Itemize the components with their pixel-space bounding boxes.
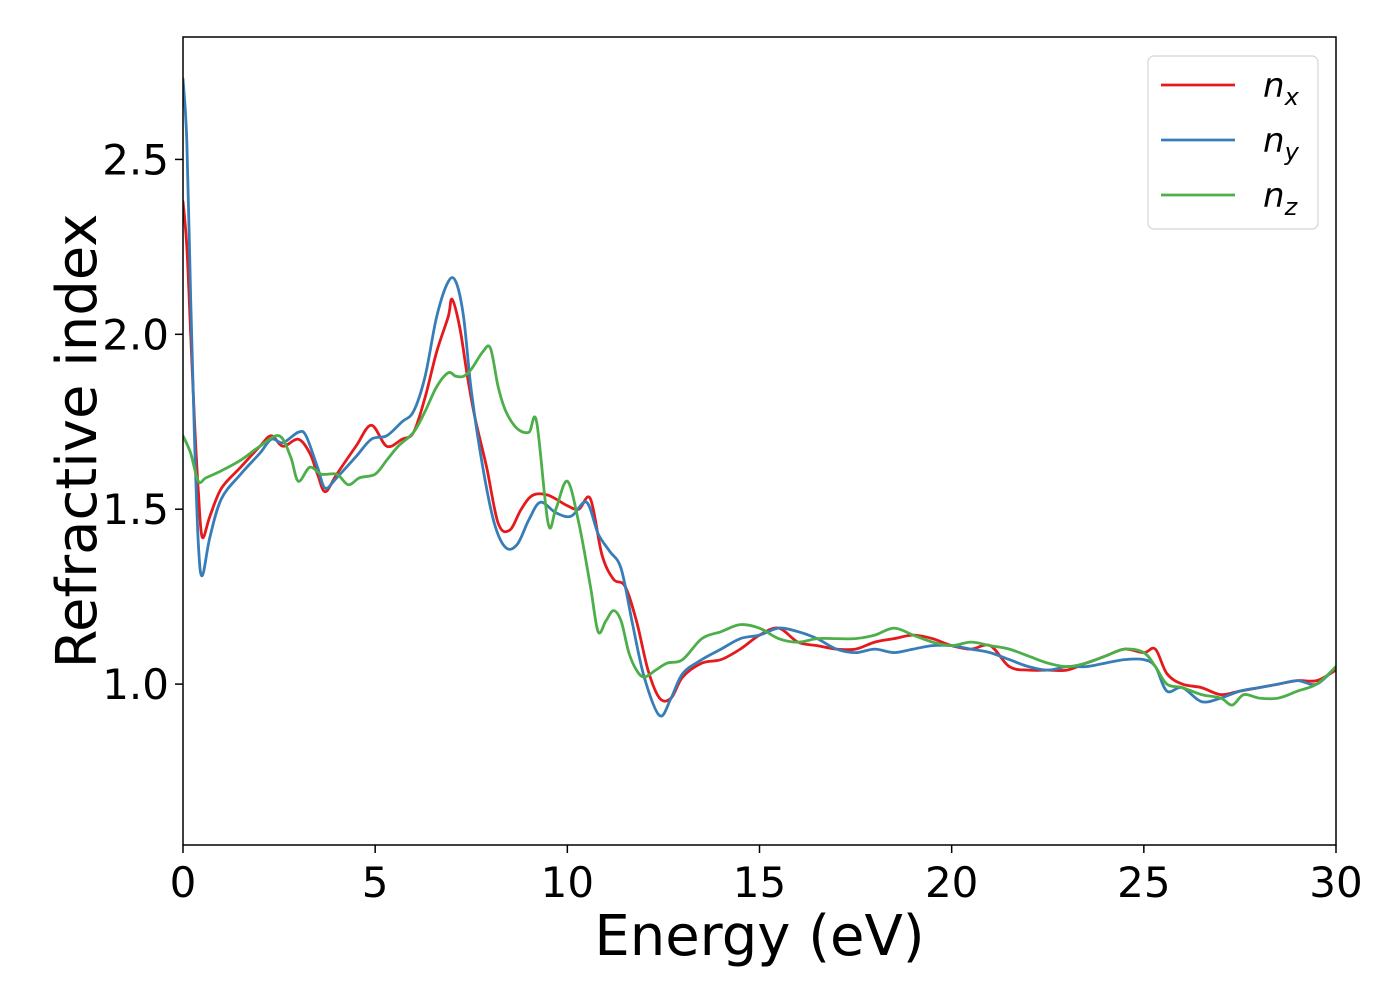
series-line-y (183, 77, 1336, 718)
x-axis-ticks: 0 5 10 15 20 25 30 (170, 845, 1363, 907)
x-tick-label: 10 (541, 858, 594, 907)
x-tick-label: 30 (1309, 858, 1362, 907)
x-tick-label: 25 (1117, 858, 1170, 907)
x-axis-title: Energy (eV) (594, 904, 924, 969)
legend-label-y: ny (1263, 121, 1300, 166)
x-tick-label: 20 (925, 858, 978, 907)
series-line-z (183, 344, 1336, 707)
x-tick-label: 5 (362, 858, 389, 907)
y-axis-ticks: 1.0 1.5 2.0 2.5 (102, 135, 183, 709)
y-tick-label: 1.5 (102, 485, 169, 534)
legend: nx ny nz (1147, 55, 1319, 230)
series-layer (183, 77, 1336, 718)
y-tick-label: 1.0 (102, 660, 169, 709)
legend-box (1147, 55, 1319, 230)
y-tick-label: 2.0 (102, 310, 169, 359)
x-tick-label: 15 (733, 858, 786, 907)
legend-label-x: nx (1263, 66, 1300, 111)
y-tick-label: 2.5 (102, 135, 169, 184)
legend-label-z: nz (1263, 176, 1299, 221)
y-axis-title: Refractive index (45, 214, 110, 669)
x-tick-label: 0 (170, 858, 197, 907)
series-line-x (183, 200, 1336, 703)
